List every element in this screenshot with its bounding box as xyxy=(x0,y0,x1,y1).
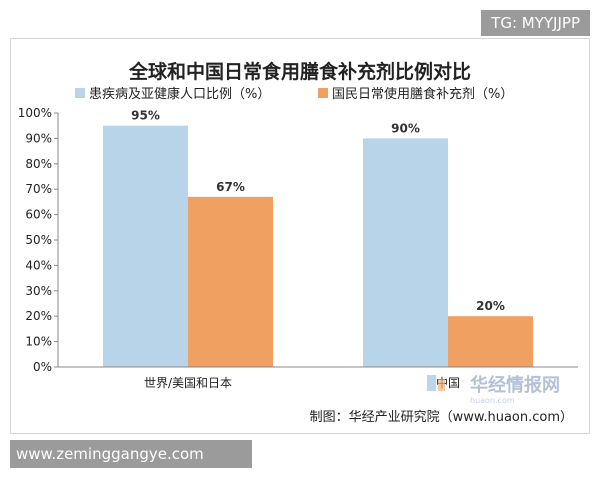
bar xyxy=(188,196,273,367)
legend-swatch xyxy=(318,88,328,98)
y-tick-label: 10% xyxy=(25,335,52,349)
legend-swatch xyxy=(75,88,85,98)
y-tick-label: 50% xyxy=(25,233,52,247)
y-tick-label: 90% xyxy=(25,131,52,145)
legend-label: 患疾病及亚健康人口比例（%） xyxy=(89,86,270,102)
y-axis: 0% 10% 20% 30% 40% 50% 60% 70% 80% 90% 100% xyxy=(18,106,59,374)
bar-value-label: 20% xyxy=(476,299,505,313)
tg-badge: TG: MYYJJPP xyxy=(481,10,590,36)
bar xyxy=(363,138,448,367)
watermark-sub: huaon.com xyxy=(470,396,515,405)
watermark-logo-mark xyxy=(427,375,436,391)
watermark-logo: 华经情报网 huaon.com xyxy=(427,374,560,405)
bar xyxy=(448,316,533,367)
y-tick-label: 30% xyxy=(25,284,52,298)
source-note: 制图：华经产业研究院（www.huaon.com） xyxy=(310,410,573,425)
y-tick-label: 0% xyxy=(33,360,52,374)
bar-value-label: 90% xyxy=(391,121,420,135)
bar-value-label: 95% xyxy=(131,109,160,123)
bar-value-label: 67% xyxy=(216,180,245,194)
bars: 95% 67% 90% 20% xyxy=(103,109,533,367)
y-tick-label: 60% xyxy=(25,208,52,222)
y-tick-label: 20% xyxy=(25,309,52,323)
y-tick-label: 100% xyxy=(18,106,52,120)
y-tick-label: 70% xyxy=(25,182,52,196)
x-tick-label: 世界/美国和日本 xyxy=(144,376,232,390)
watermark-text: 华经情报网 xyxy=(470,374,560,396)
legend: 患疾病及亚健康人口比例（%） 国民日常使用膳食补充剂（%） xyxy=(75,86,513,102)
bar xyxy=(103,125,188,367)
website-badge: www.zeminggangye.com xyxy=(10,440,252,468)
chart-title: 全球和中国日常食用膳食补充剂比例对比 xyxy=(128,60,471,83)
watermark-logo-mark xyxy=(438,379,445,391)
y-tick-label: 40% xyxy=(25,258,52,272)
y-tick-label: 80% xyxy=(25,157,52,171)
legend-label: 国民日常使用膳食补充剂（%） xyxy=(332,86,513,102)
